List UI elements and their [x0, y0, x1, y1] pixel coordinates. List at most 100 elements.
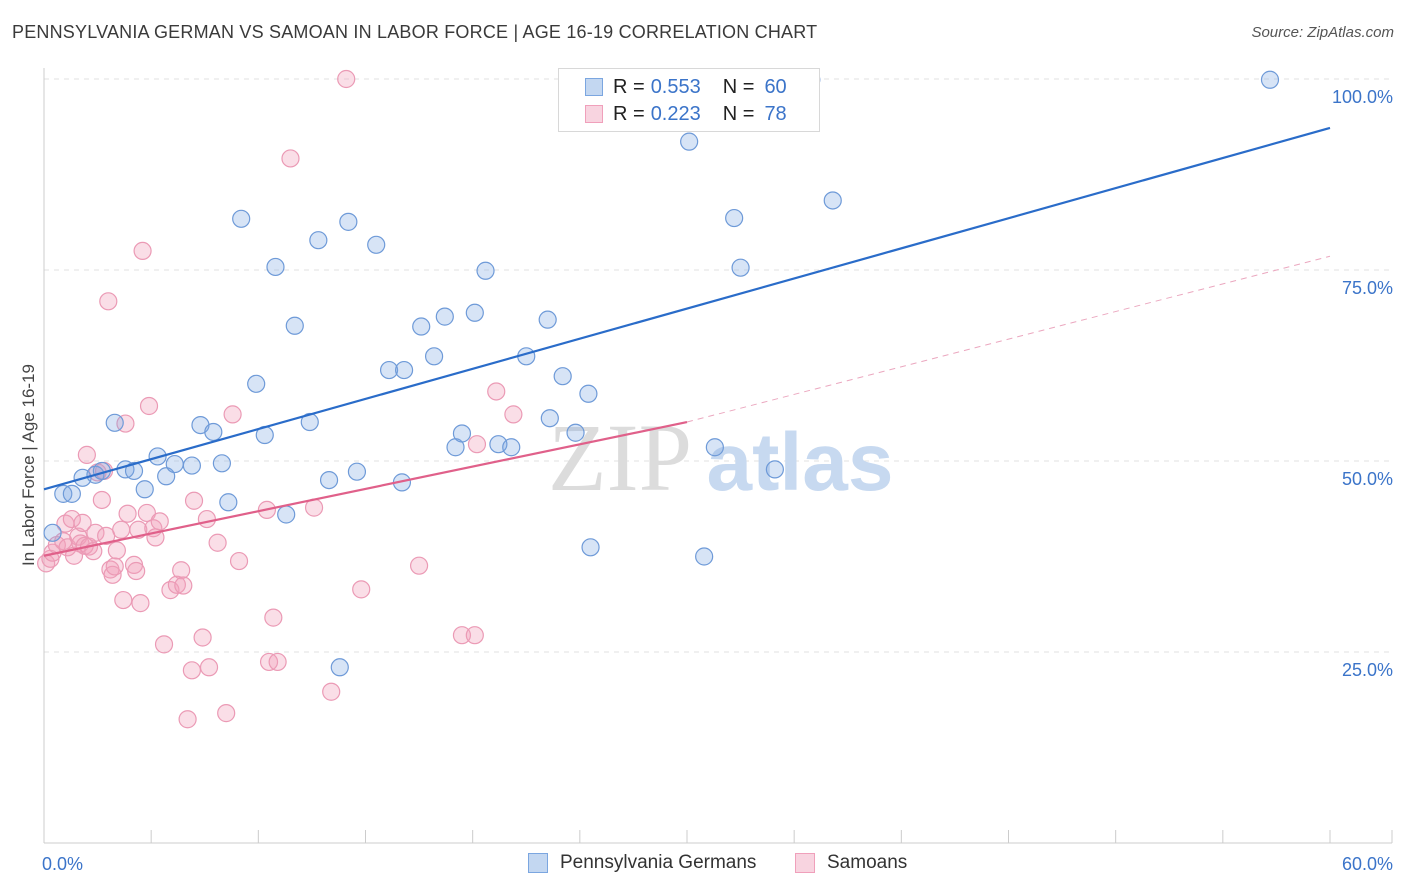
data-point-samoans — [99, 292, 118, 311]
watermark: ZIP atlas — [548, 404, 893, 511]
data-point-pennsylvania-germans — [43, 523, 62, 542]
watermark-zip: ZIP — [548, 404, 692, 511]
n-value: 78 — [764, 102, 787, 125]
legend-bottom: Pennsylvania Germans Samoans — [0, 852, 1406, 878]
data-point-pennsylvania-germans — [553, 367, 572, 386]
trend-line-samoans-extension — [686, 255, 1331, 423]
data-point-samoans — [465, 626, 484, 645]
data-point-pennsylvania-germans — [502, 438, 521, 457]
r-value: 0.223 — [650, 102, 701, 125]
data-point-pennsylvania-germans — [232, 209, 251, 228]
y-tick-label: 50.0% — [1342, 469, 1393, 489]
data-point-samoans — [131, 594, 150, 613]
data-point-pennsylvania-germans — [319, 471, 339, 490]
data-point-pennsylvania-germans — [581, 538, 600, 557]
data-point-samoans — [337, 69, 356, 89]
data-point-samoans — [92, 490, 111, 510]
grid-lines — [44, 78, 1392, 653]
data-point-samoans — [352, 580, 371, 599]
data-point-samoans — [118, 504, 137, 523]
data-point-pennsylvania-germans — [330, 658, 349, 677]
data-point-samoans — [178, 710, 197, 729]
data-point-pennsylvania-germans — [394, 360, 414, 380]
legend-top: R = 0.553 N = 60 R = 0.223 N = 78 — [558, 68, 820, 132]
data-point-pennsylvania-germans — [339, 212, 358, 231]
data-point-pennsylvania-germans — [219, 493, 238, 512]
watermark-atlas: atlas — [707, 417, 894, 508]
data-point-samoans — [127, 561, 146, 581]
data-point-pennsylvania-germans — [1260, 70, 1280, 89]
data-point-samoans — [137, 503, 156, 523]
data-point-samoans — [62, 509, 81, 529]
data-point-pennsylvania-germans — [135, 480, 154, 499]
data-point-pennsylvania-germans — [367, 235, 386, 254]
data-point-samoans — [199, 658, 219, 677]
data-point-samoans — [217, 704, 236, 723]
data-point-samoans — [139, 396, 159, 416]
data-point-pennsylvania-germans — [212, 454, 231, 473]
data-point-samoans — [105, 557, 124, 576]
data-point-pennsylvania-germans — [379, 360, 399, 380]
data-point-pennsylvania-germans — [285, 316, 304, 335]
legend-swatch-blue — [585, 78, 603, 96]
data-point-pennsylvania-germans — [579, 384, 598, 403]
data-point-samoans — [112, 520, 131, 539]
data-point-pennsylvania-germans — [124, 461, 144, 481]
data-point-samoans — [197, 509, 216, 529]
data-point-pennsylvania-germans — [465, 303, 484, 322]
legend-item-pennsylvania-germans: Pennsylvania Germans — [528, 852, 756, 874]
data-point-samoans — [77, 445, 96, 464]
data-point-pennsylvania-germans — [695, 547, 714, 566]
data-point-samoans — [167, 575, 186, 594]
data-point-pennsylvania-germans — [412, 317, 431, 336]
data-point-samoans — [129, 520, 148, 539]
y-tick-label: 100.0% — [1332, 87, 1393, 107]
data-point-pennsylvania-germans — [204, 422, 223, 442]
data-point-pennsylvania-germans — [725, 208, 744, 228]
legend-swatch-blue — [528, 853, 548, 873]
data-point-samoans — [133, 241, 152, 260]
legend-swatch-pink — [795, 853, 815, 873]
y-tick-label: 25.0% — [1342, 660, 1393, 680]
y-tick-label: 75.0% — [1342, 278, 1393, 298]
legend-item-samoans: Samoans — [795, 852, 907, 874]
data-point-pennsylvania-germans — [823, 191, 842, 210]
series-pennsylvania-germans — [43, 70, 1280, 677]
x-tick-label: 0.0% — [42, 854, 83, 874]
data-point-samoans — [114, 590, 133, 610]
data-point-samoans — [184, 491, 204, 510]
data-point-pennsylvania-germans — [277, 505, 296, 524]
r-label: R = — [613, 75, 645, 98]
data-point-samoans — [409, 556, 429, 575]
n-label: N = — [722, 102, 755, 125]
data-point-samoans — [107, 541, 126, 560]
data-point-samoans — [174, 576, 193, 595]
data-point-pennsylvania-germans — [182, 456, 201, 475]
data-point-samoans — [268, 652, 287, 672]
n-label: N = — [722, 75, 755, 98]
data-point-samoans — [172, 561, 191, 580]
data-point-pennsylvania-germans — [62, 484, 81, 503]
data-point-samoans — [150, 512, 169, 531]
legend-label: Pennsylvania Germans — [560, 852, 757, 873]
data-point-samoans — [504, 405, 523, 424]
legend-row-pennsylvania-germans: R = 0.553 N = 60 — [585, 74, 787, 100]
data-point-pennsylvania-germans — [705, 438, 724, 457]
data-point-pennsylvania-germans — [105, 413, 124, 432]
data-point-pennsylvania-germans — [347, 462, 367, 481]
data-point-pennsylvania-germans — [540, 409, 559, 428]
data-point-pennsylvania-germans — [476, 261, 495, 280]
data-point-samoans — [193, 628, 212, 647]
data-point-samoans — [86, 523, 105, 542]
data-point-samoans — [73, 513, 92, 532]
trend-line-samoans — [43, 420, 688, 557]
data-point-samoans — [452, 626, 472, 645]
data-point-samoans — [467, 435, 487, 454]
chart-title: PENNSYLVANIA GERMAN VS SAMOAN IN LABOR F… — [12, 22, 818, 42]
tick-labels: 25.0% 50.0% 75.0% 100.0% 0.0% 60.0% — [42, 87, 1393, 874]
source-label: Source: ZipAtlas.com — [1251, 24, 1394, 41]
data-point-pennsylvania-germans — [266, 257, 285, 277]
data-point-samoans — [264, 608, 283, 627]
x-tick-label: 60.0% — [1342, 854, 1393, 874]
